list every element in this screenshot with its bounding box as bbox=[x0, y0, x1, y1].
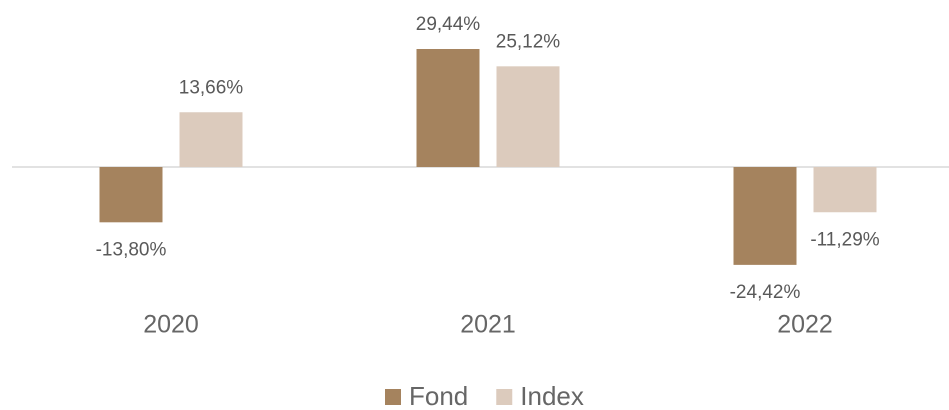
value-label: 29,44% bbox=[416, 14, 481, 35]
x-tick-label: 2020 bbox=[143, 311, 199, 339]
value-label: -13,80% bbox=[96, 239, 167, 260]
bar bbox=[496, 66, 560, 167]
bar bbox=[416, 49, 480, 167]
bar bbox=[813, 167, 877, 213]
legend-swatch bbox=[385, 389, 401, 405]
x-tick-label: 2021 bbox=[460, 311, 516, 339]
value-label: -11,29% bbox=[810, 229, 879, 250]
legend-label: Fond bbox=[409, 381, 468, 410]
bar bbox=[733, 167, 797, 265]
legend-swatch bbox=[496, 389, 513, 405]
x-tick-label: 2022 bbox=[777, 311, 833, 339]
value-label: -24,42% bbox=[730, 282, 801, 303]
value-label: 25,12% bbox=[496, 31, 561, 52]
bar bbox=[99, 167, 163, 223]
bar bbox=[179, 112, 243, 167]
value-label: 13,66% bbox=[179, 77, 244, 98]
legend-label: Index bbox=[520, 381, 584, 410]
